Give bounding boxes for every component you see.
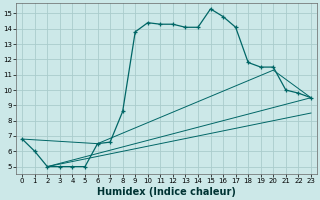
X-axis label: Humidex (Indice chaleur): Humidex (Indice chaleur) bbox=[97, 187, 236, 197]
